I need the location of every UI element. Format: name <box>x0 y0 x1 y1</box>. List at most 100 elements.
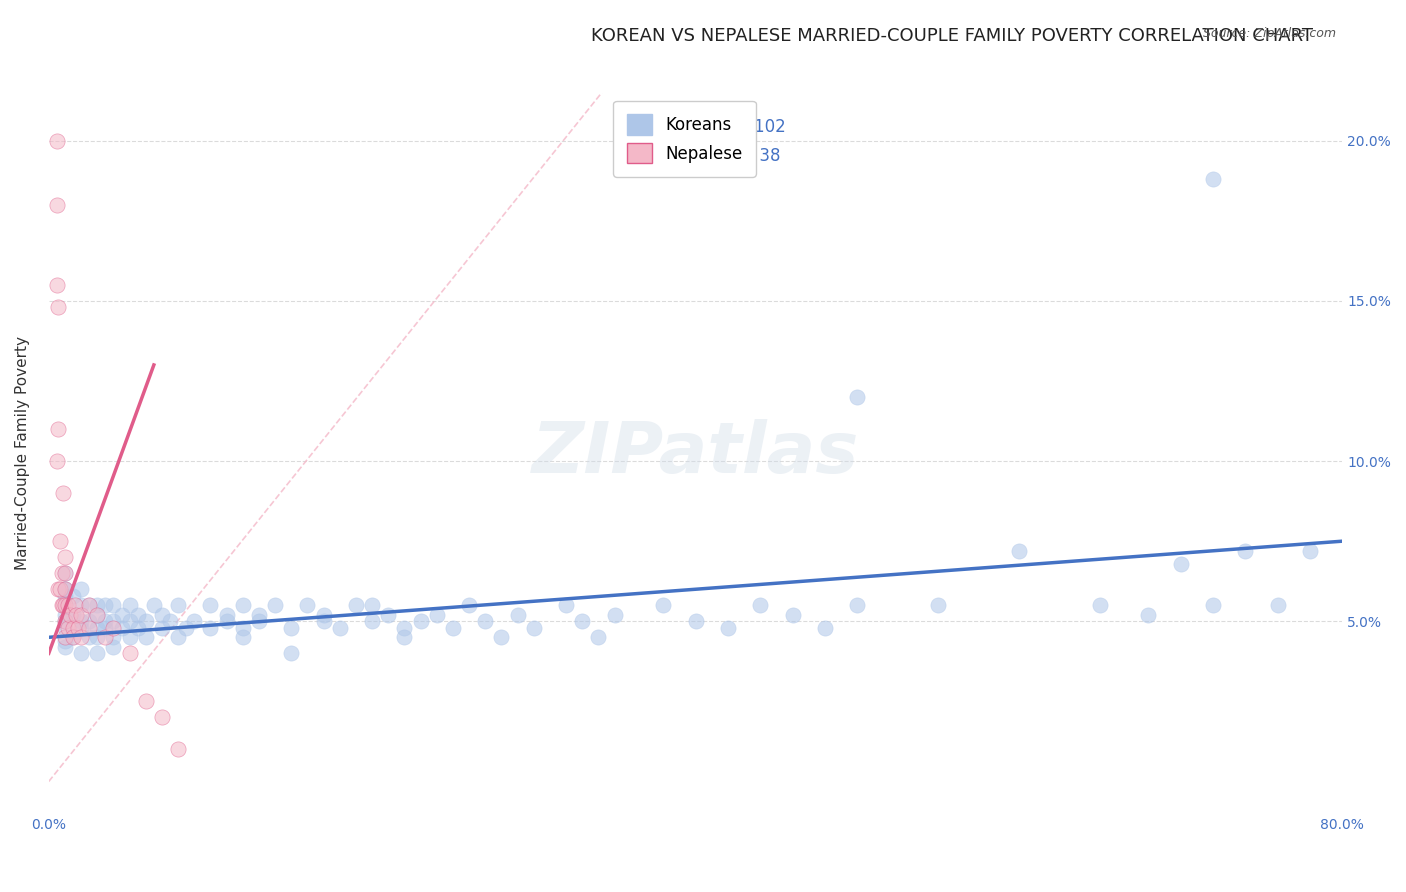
Point <box>280 646 302 660</box>
Point <box>167 599 190 613</box>
Point <box>247 607 270 622</box>
Point <box>103 621 125 635</box>
Point <box>103 615 125 629</box>
Point <box>200 599 222 613</box>
Point <box>409 615 432 629</box>
Point <box>45 277 67 292</box>
Point <box>62 621 84 635</box>
Point <box>94 599 117 613</box>
Point <box>749 599 772 613</box>
Point <box>652 599 675 613</box>
Point <box>86 607 108 622</box>
Point <box>150 621 173 635</box>
Point <box>135 615 157 629</box>
Point <box>167 742 190 756</box>
Point <box>62 589 84 603</box>
Point <box>52 599 75 613</box>
Point <box>127 607 149 622</box>
Point <box>103 640 125 654</box>
Point <box>329 621 352 635</box>
Point <box>247 615 270 629</box>
Point <box>70 615 93 629</box>
Text: KOREAN VS NEPALESE MARRIED-COUPLE FAMILY POVERTY CORRELATION CHART: KOREAN VS NEPALESE MARRIED-COUPLE FAMILY… <box>591 27 1313 45</box>
Point <box>215 615 238 629</box>
Point <box>86 630 108 644</box>
Point <box>142 599 165 613</box>
Point <box>48 422 70 436</box>
Point <box>110 607 132 622</box>
Point <box>45 134 67 148</box>
Point <box>51 566 73 581</box>
Point <box>927 599 949 613</box>
Point <box>53 589 76 603</box>
Point <box>1234 543 1257 558</box>
Point <box>1137 607 1160 622</box>
Point <box>603 607 626 622</box>
Point <box>1267 599 1289 613</box>
Point <box>53 582 76 597</box>
Point <box>150 607 173 622</box>
Point <box>53 633 76 648</box>
Point <box>94 630 117 644</box>
Point <box>135 630 157 644</box>
Point <box>474 615 496 629</box>
Point <box>232 599 254 613</box>
Point <box>571 615 593 629</box>
Point <box>1088 599 1111 613</box>
Point <box>685 615 707 629</box>
Point <box>53 607 76 622</box>
Point <box>77 599 100 613</box>
Point <box>53 630 76 644</box>
Point <box>66 621 89 635</box>
Point <box>183 615 205 629</box>
Point <box>159 615 181 629</box>
Point <box>77 630 100 644</box>
Point <box>361 615 384 629</box>
Point <box>62 607 84 622</box>
Point <box>344 599 367 613</box>
Point <box>1299 543 1322 558</box>
Point <box>215 607 238 622</box>
Point <box>232 630 254 644</box>
Point <box>49 582 72 597</box>
Point <box>63 599 86 613</box>
Point <box>77 621 100 635</box>
Point <box>56 599 79 613</box>
Point <box>135 694 157 708</box>
Point <box>717 621 740 635</box>
Point <box>426 607 449 622</box>
Text: R = 0.176   N = 102: R = 0.176 N = 102 <box>617 119 786 136</box>
Point <box>53 582 76 597</box>
Point <box>394 621 416 635</box>
Point <box>59 607 82 622</box>
Point <box>200 621 222 635</box>
Point <box>297 599 319 613</box>
Point <box>70 646 93 660</box>
Point <box>86 646 108 660</box>
Point <box>70 582 93 597</box>
Point <box>45 454 67 468</box>
Point <box>53 566 76 581</box>
Point <box>846 599 869 613</box>
Point <box>65 607 87 622</box>
Point <box>150 710 173 724</box>
Point <box>361 599 384 613</box>
Point <box>53 550 76 565</box>
Point <box>52 486 75 500</box>
Point <box>110 621 132 635</box>
Text: R = 0.151   N =  38: R = 0.151 N = 38 <box>617 147 780 165</box>
Point <box>588 630 610 644</box>
Point <box>77 599 100 613</box>
Point <box>45 198 67 212</box>
Point <box>86 607 108 622</box>
Point <box>174 621 197 635</box>
Point <box>53 640 76 654</box>
Point <box>62 630 84 644</box>
Text: Source: ZipAtlas.com: Source: ZipAtlas.com <box>1202 27 1336 40</box>
Point <box>1202 599 1225 613</box>
Point <box>312 615 335 629</box>
Point <box>232 621 254 635</box>
Point <box>86 599 108 613</box>
Point <box>782 607 804 622</box>
Point <box>555 599 578 613</box>
